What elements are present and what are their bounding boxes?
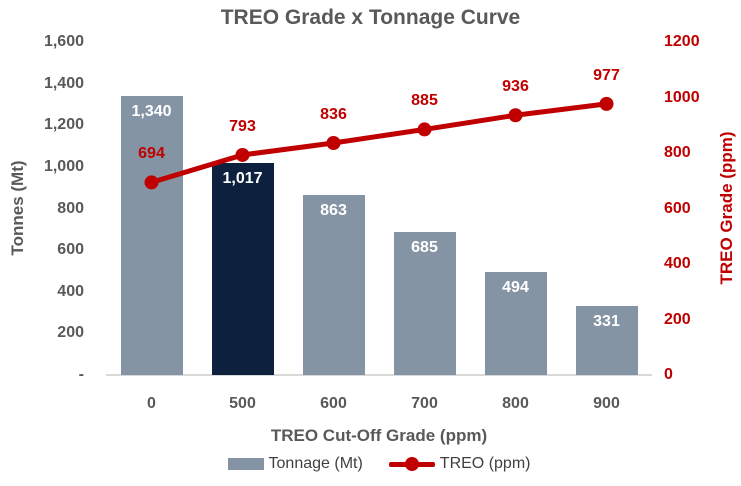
bar-value-label: 685 xyxy=(411,239,438,257)
right-axis-tick: 600 xyxy=(664,199,691,217)
line-value-label: 836 xyxy=(320,106,347,123)
right-axis-title: TREO Grade (ppm) xyxy=(717,131,736,285)
line-marker xyxy=(144,175,159,190)
bar-swatch-icon xyxy=(227,458,264,470)
plot-area: 1,340 1,017 863 685 494 331 694 793 836 885 936 977 xyxy=(106,42,652,375)
x-axis-tick: 500 xyxy=(229,395,256,412)
bar-value-label: 863 xyxy=(320,202,347,220)
line-marker xyxy=(326,136,341,151)
bar: 685 xyxy=(393,232,456,375)
line-value-label: 885 xyxy=(411,92,438,110)
line-marker xyxy=(599,96,614,111)
line-marker xyxy=(235,147,250,162)
left-axis-tick: 1,200 xyxy=(43,116,84,134)
x-axis-tick: 0 xyxy=(147,395,156,412)
bar: 1,017 xyxy=(211,163,274,375)
left-axis-tick: 1,600 xyxy=(43,33,84,50)
left-axis-tick: 400 xyxy=(57,282,84,300)
treo-line xyxy=(144,96,614,190)
chart-title: TREO Grade x Tonnage Curve xyxy=(220,6,521,29)
left-axis-tick: 1,000 xyxy=(43,157,84,175)
bar-value-label: 1,017 xyxy=(222,170,263,188)
right-axis-tick: 0 xyxy=(664,366,673,383)
line-swatch-icon xyxy=(388,457,435,471)
x-axis-tick: 800 xyxy=(502,395,529,412)
left-axis-tick: 1,400 xyxy=(43,74,84,92)
legend-label: TREO (ppm) xyxy=(439,455,531,472)
left-axis-tick: 800 xyxy=(57,199,84,217)
line-swatch-dot xyxy=(404,457,419,471)
line-marker xyxy=(508,108,523,123)
bar: 331 xyxy=(575,306,638,375)
bar: 863 xyxy=(302,195,365,375)
right-axis-tick: 1200 xyxy=(664,33,700,50)
right-axis-tick: 200 xyxy=(664,310,691,328)
line-marker xyxy=(417,122,432,137)
right-axis-tick: 800 xyxy=(664,144,691,161)
legend-label: Tonnage (Mt) xyxy=(268,455,363,472)
line-value-label: 694 xyxy=(138,145,165,163)
left-axis-tick: - xyxy=(78,366,84,383)
legend: Tonnage (Mt) TREO (ppm) xyxy=(106,455,652,473)
bar-value-label: 494 xyxy=(502,279,529,297)
bar: 494 xyxy=(484,272,547,375)
bar-value-label: 331 xyxy=(593,313,620,331)
line-value-label: 977 xyxy=(593,66,620,84)
x-axis-tick: 600 xyxy=(320,395,347,412)
x-axis-tick: 900 xyxy=(593,395,620,412)
bar: 1,340 xyxy=(120,96,183,375)
right-axis-tick: 1000 xyxy=(664,88,700,106)
line-value-label: 793 xyxy=(229,117,256,135)
legend-item: Tonnage (Mt) xyxy=(227,455,363,473)
legend-item: TREO (ppm) xyxy=(388,455,531,473)
x-axis-tick: 700 xyxy=(411,395,438,412)
right-axis-tick: 400 xyxy=(664,255,691,272)
left-axis-tick: 600 xyxy=(57,241,84,259)
line-value-label: 936 xyxy=(502,78,529,96)
left-axis-tick: 200 xyxy=(57,324,84,342)
x-axis-title: TREO Cut-Off Grade (ppm) xyxy=(270,426,488,445)
x-axis-line xyxy=(106,374,652,376)
bar-value-label: 1,340 xyxy=(131,103,172,121)
